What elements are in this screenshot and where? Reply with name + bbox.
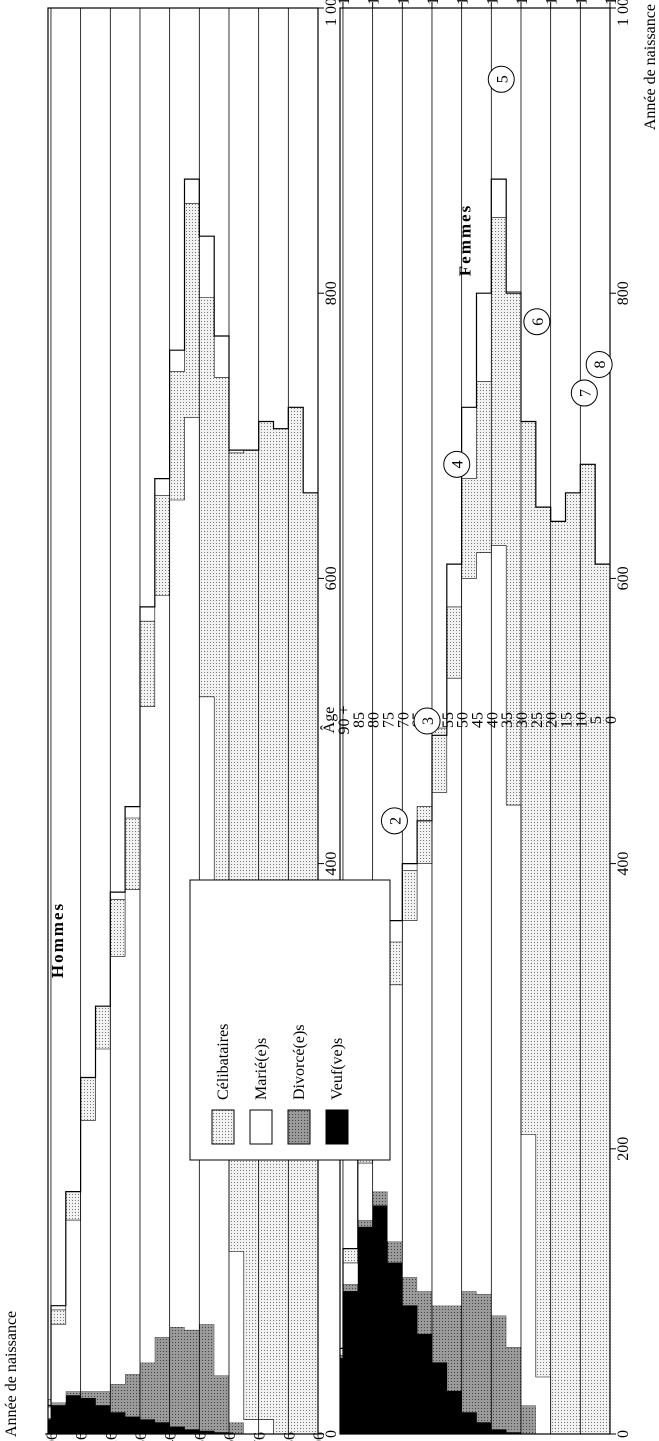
men-birth-year-label: 1995-96 — [311, 1432, 328, 1441]
age-tick-label: 25 — [529, 712, 546, 728]
age-tick-label: 55 — [440, 712, 457, 728]
age-tick-label: 15 — [558, 712, 575, 728]
legend-swatch — [287, 1109, 311, 1145]
men-birth-year-label: 1905-06 — [44, 1432, 61, 1441]
women-birth-year-label: 1965-66 — [514, 0, 531, 5]
age-tick-label: 85 — [351, 712, 368, 728]
women-birth-year-label: 1905-06 — [336, 0, 353, 5]
women-birth-year-label: 1975-76 — [544, 0, 561, 5]
age-tick-label: 70 — [395, 712, 412, 728]
women-value-tick-label: 0 — [615, 1430, 632, 1438]
women-birth-year-label: 1955-56 — [484, 0, 501, 5]
men-frame — [47, 7, 319, 1435]
age-tick-label: 45 — [469, 712, 486, 728]
legend-label: Célibataires — [215, 1024, 232, 1100]
age-tick-label: 30 — [514, 712, 531, 728]
legend-label: Divorcé(e)s — [291, 1024, 308, 1100]
women-value-tick-label: 600 — [615, 566, 632, 590]
men-value-tick-label: 800 — [323, 281, 340, 305]
women-birth-year-label: 1915-16 — [366, 0, 383, 5]
age-tick-label: 0 — [603, 716, 620, 724]
annotation-number: 5 — [494, 75, 511, 83]
men-birth-year-label: 1945-46 — [163, 1432, 180, 1441]
annotation-number: 4 — [450, 460, 467, 468]
women-value-tick-label: 200 — [615, 1137, 632, 1161]
women-frame — [339, 7, 611, 1435]
annotation-circle — [570, 379, 598, 407]
women-birth-year-label: 1995-96 — [603, 0, 620, 5]
women-value-tick-label: 800 — [615, 281, 632, 305]
age-axis-label: Âge — [319, 707, 338, 734]
men-value-tick-label: 0 — [323, 1430, 340, 1438]
women-birth-year-label: 1925-26 — [395, 0, 412, 5]
age-tick-label: 35 — [499, 712, 516, 728]
legend-swatch — [211, 1109, 235, 1145]
annotation-circle — [443, 450, 471, 478]
annotation-circle — [585, 351, 613, 378]
age-tick-label: 5 — [588, 716, 605, 724]
men-value-tick-label: 600 — [323, 566, 340, 590]
men-birth-year-label: 1925-26 — [103, 1432, 120, 1441]
women-birth-year-label: 1935-36 — [425, 0, 442, 5]
annotation-number: 2 — [387, 817, 404, 825]
men-birth-year-label: 1955-56 — [192, 1432, 209, 1441]
annotation-number: 3 — [420, 717, 437, 725]
age-tick-label: 75 — [380, 712, 397, 728]
age-tick-label: 40 — [484, 712, 501, 728]
women-panel-title: Femmes — [456, 204, 475, 276]
men-panel-title: Hommes — [48, 902, 67, 978]
men-birth-year-label: 1965-66 — [222, 1432, 239, 1441]
women-value-tick-label: 400 — [615, 852, 632, 876]
women-birth-year-label: 1945-46 — [455, 0, 472, 5]
men-birth-year-label: 1975-76 — [252, 1432, 269, 1441]
legend-label: Marié(e)s — [253, 1038, 270, 1100]
legend-label: Veuf(ve)s — [329, 1038, 346, 1100]
women-year-axis-title: Année de naissance — [642, 4, 659, 130]
men-birth-year-label: 1915-16 — [74, 1432, 91, 1441]
men-value-tick-label: 400 — [323, 852, 340, 876]
annotation-circle — [380, 807, 408, 835]
men-birth-year-label: 1935-36 — [133, 1432, 150, 1441]
annotation-circle — [413, 707, 441, 735]
men-birth-year-label: 1985-86 — [281, 1432, 298, 1441]
age-tick-label: 10 — [573, 712, 590, 728]
annotation-number: 8 — [592, 361, 609, 369]
men-year-axis-title: Année de naissance — [3, 1311, 20, 1437]
men-value-tick-label: 1 000 — [323, 0, 340, 26]
men-series-maries — [48, 417, 318, 1434]
legend-swatch — [249, 1109, 273, 1145]
legend-swatch — [325, 1109, 349, 1145]
age-tick-label: 50 — [455, 712, 472, 728]
women-birth-year-label: 1985-86 — [573, 0, 590, 5]
annotation-circle — [523, 308, 551, 336]
women-series-maries — [340, 545, 610, 1434]
women-value-tick-label: 1 000 — [615, 0, 632, 26]
age-tick-label: 80 — [366, 712, 383, 728]
annotation-circle — [487, 65, 515, 93]
annotation-number: 7 — [577, 389, 594, 397]
annotation-number: 6 — [530, 318, 547, 326]
age-tick-label: 20 — [544, 712, 561, 728]
age-tick-label: 90 + — [336, 705, 353, 734]
